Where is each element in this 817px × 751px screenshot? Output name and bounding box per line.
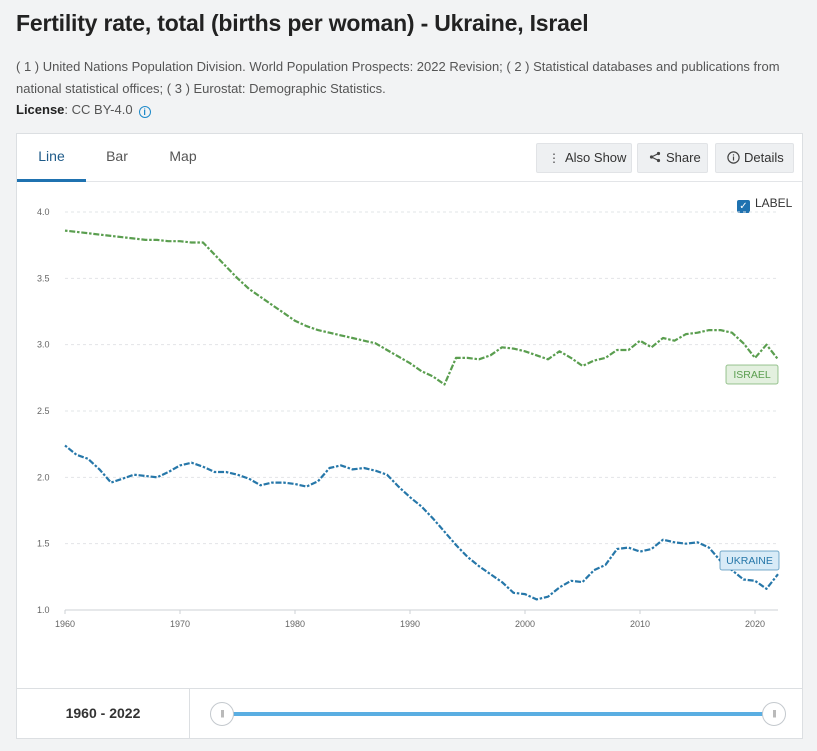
range-start: 1960: [65, 705, 97, 721]
x-tick-label: 2000: [515, 619, 535, 629]
x-tick-label: 1960: [55, 619, 75, 629]
tab-line[interactable]: Line: [17, 134, 86, 182]
kebab-icon: ⋮: [548, 151, 560, 165]
series-line-ukraine: [64, 444, 779, 601]
tab-bar[interactable]: Bar: [106, 148, 128, 164]
series-label-israel: ISRAEL: [733, 369, 771, 381]
range-start-handle[interactable]: |||: [210, 702, 234, 726]
chart-panel: Line Bar Map ⋮ Also Show Share Details ✓ L…: [16, 133, 803, 690]
y-tick-label: 1.5: [37, 539, 50, 549]
label-toggle[interactable]: ✓ LABEL: [737, 196, 792, 213]
details-label: Details: [744, 150, 784, 165]
series-label-box: [719, 550, 780, 571]
info-icon[interactable]: i: [138, 106, 151, 118]
y-tick-label: 2.5: [37, 406, 50, 416]
share-label: Share: [666, 150, 701, 165]
x-tick-label: 2010: [630, 619, 650, 629]
also-show-label: Also Show: [565, 150, 627, 165]
series-label-ukraine: UKRAINE: [726, 555, 773, 567]
x-tick-label: 1980: [285, 619, 305, 629]
year-range: 1960 - 2022: [17, 689, 190, 738]
y-tick-label: 1.0: [37, 605, 50, 615]
x-tick-label: 1990: [400, 619, 420, 629]
range-sep: -: [96, 705, 110, 721]
range-end-handle[interactable]: |||: [762, 702, 786, 726]
x-tick-label: 2020: [745, 619, 765, 629]
license-line: License: CC BY-4.0 i: [16, 102, 151, 118]
chart-tabs: Line Bar Map ⋮ Also Show Share Details: [17, 134, 802, 182]
source-text: ( 1 ) United Nations Population Division…: [16, 59, 780, 96]
y-tick-label: 3.0: [37, 340, 50, 350]
info-icon: [726, 144, 740, 172]
series-line-israel: [64, 229, 779, 386]
checkbox-checked-icon[interactable]: ✓: [737, 200, 750, 213]
y-tick-label: 3.5: [37, 273, 50, 283]
range-slider-track[interactable]: [222, 712, 774, 716]
share-button[interactable]: Share: [637, 143, 708, 173]
license-label: License: [16, 102, 65, 117]
share-icon: [648, 144, 662, 172]
tab-map[interactable]: Map: [169, 148, 197, 164]
range-end: 2022: [109, 705, 141, 721]
range-footer: 1960 - 2022 ||| |||: [16, 688, 803, 739]
x-tick-label: 1970: [170, 619, 190, 629]
details-button[interactable]: Details: [715, 143, 794, 173]
y-tick-label: 4.0: [37, 207, 50, 217]
series-label-box: [725, 364, 779, 385]
page-title: Fertility rate, total (births per woman)…: [16, 10, 589, 36]
also-show-button[interactable]: ⋮ Also Show: [536, 143, 632, 173]
y-tick-label: 2.0: [37, 472, 50, 482]
label-toggle-text: LABEL: [755, 196, 793, 210]
line-chart: 1.0 1.5 2.0 2.5 3.0 3.5 4.0 1960 1970 1980 1990 200…: [37, 207, 780, 629]
license-value: : CC BY-4.0: [64, 102, 133, 117]
